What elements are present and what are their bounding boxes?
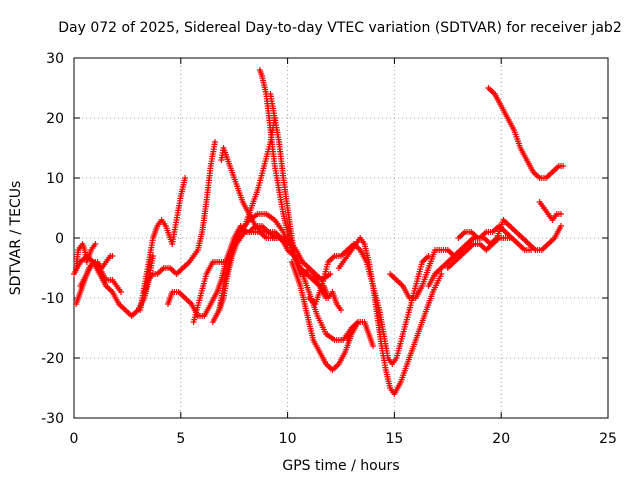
axis-ticks [73,57,609,419]
data-point [558,211,565,217]
series-arc-13 [267,91,330,301]
data-point [182,175,189,181]
y-axis-label: SDTVAR / TECUs [8,181,24,296]
x-tick-label: 10 [279,431,297,447]
x-tick-label: 20 [492,431,510,447]
x-tick-label: 0 [70,431,79,447]
data-point [425,253,432,259]
data-point [327,271,334,277]
x-axis-label: GPS time / hours [282,458,399,474]
data-point [150,253,157,259]
series-arc-22 [455,217,565,253]
data-point [338,307,344,313]
y-tick-label: 0 [55,231,64,247]
x-tick-labels: 0 5 10 15 20 25 [70,431,617,447]
data-point [560,163,567,169]
data-point [438,271,445,277]
series-arc-24 [536,199,565,223]
series-arc-6 [141,139,218,295]
data-point [117,289,124,295]
y-tick-labels: -30 -20 -10 0 10 20 30 [41,51,64,427]
y-tick-label: -10 [41,291,64,307]
y-tick-label: -20 [41,351,64,367]
grid [74,58,608,418]
series-arc-4 [77,259,124,295]
data-point [109,253,116,259]
y-tick-label: -30 [41,411,64,427]
x-tick-label: 5 [176,431,185,447]
y-tick-label: 30 [46,51,64,67]
data-point [92,241,99,247]
series-arc-3 [73,241,99,271]
series-arc-23 [485,85,567,181]
series-arc-16 [335,235,445,397]
y-tick-label: 20 [46,111,64,127]
data-point [211,139,218,145]
data-point [370,343,377,349]
y-tick-label: 10 [46,171,64,187]
data-point [558,223,565,229]
series-arc-18 [320,283,344,313]
x-tick-label: 25 [599,431,617,447]
x-tick-label: 15 [385,431,403,447]
series-arc-17 [344,319,377,349]
data-series [71,67,567,397]
chart-title: Day 072 of 2025, Sidereal Day-to-day VTE… [58,20,621,36]
